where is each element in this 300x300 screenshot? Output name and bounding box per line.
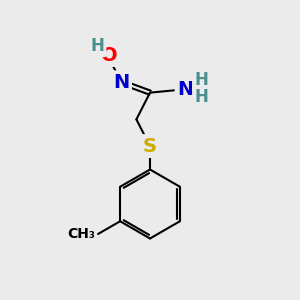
- Text: H: H: [194, 88, 208, 106]
- Text: N: N: [113, 73, 130, 92]
- Text: S: S: [143, 136, 157, 156]
- Text: N: N: [177, 80, 193, 99]
- Text: S: S: [143, 136, 157, 156]
- Text: H: H: [91, 37, 104, 55]
- Text: CH₃: CH₃: [67, 227, 95, 241]
- Text: H: H: [194, 71, 208, 89]
- Text: O: O: [101, 46, 118, 64]
